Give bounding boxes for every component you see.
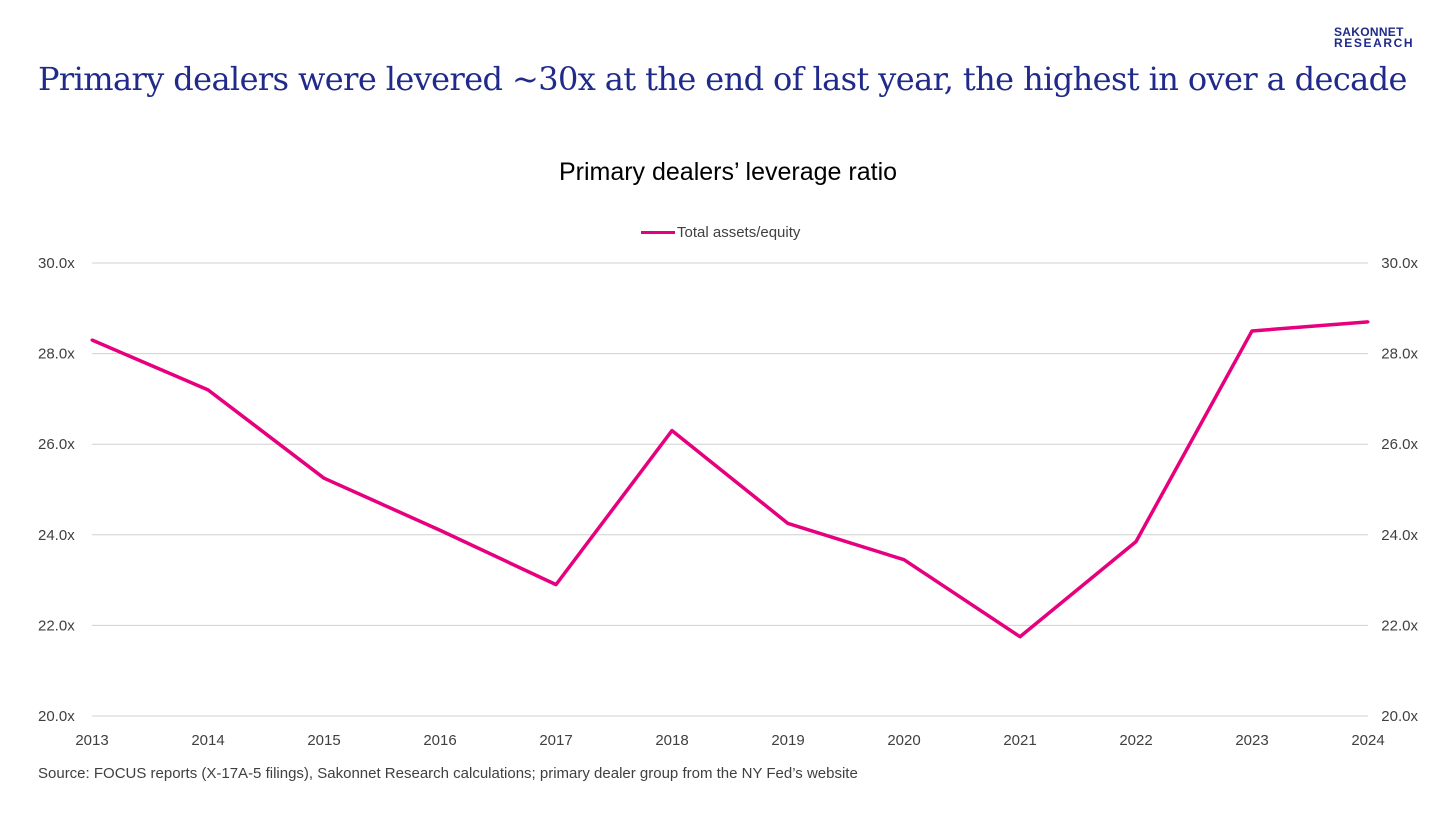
data-point bbox=[1250, 329, 1254, 333]
y-tick-label-left: 22.0x bbox=[38, 617, 75, 634]
x-tick-label: 2015 bbox=[307, 732, 340, 749]
y-tick-label-left: 26.0x bbox=[38, 436, 75, 453]
y-tick-label-left: 28.0x bbox=[38, 346, 75, 363]
x-tick-label: 2019 bbox=[771, 732, 804, 749]
logo-line2: RESEARCH bbox=[1334, 36, 1415, 50]
y-tick-label-right: 24.0x bbox=[1381, 527, 1418, 544]
data-point bbox=[1134, 540, 1138, 544]
data-point bbox=[1366, 320, 1370, 324]
y-tick-label-right: 20.0x bbox=[1381, 708, 1418, 725]
data-point bbox=[438, 528, 442, 532]
x-tick-label: 2018 bbox=[655, 732, 688, 749]
data-point bbox=[90, 338, 94, 342]
y-tick-label-right: 28.0x bbox=[1381, 346, 1418, 363]
chart-title: Primary dealers’ leverage ratio bbox=[558, 158, 898, 186]
x-tick-label: 2022 bbox=[1119, 732, 1152, 749]
y-tick-label-right: 22.0x bbox=[1381, 617, 1418, 634]
data-point bbox=[786, 521, 790, 525]
y-tick-label-right: 30.0x bbox=[1381, 255, 1418, 272]
x-tick-label: 2016 bbox=[423, 732, 456, 749]
x-tick-label: 2023 bbox=[1235, 732, 1268, 749]
data-point bbox=[206, 388, 210, 392]
y-tick-label-left: 24.0x bbox=[38, 527, 75, 544]
x-tick-label: 2020 bbox=[887, 732, 920, 749]
legend: Total assets/equity bbox=[641, 224, 800, 241]
logo-line1: SAKONNET bbox=[1334, 25, 1404, 39]
x-tick-label: 2017 bbox=[539, 732, 572, 749]
data-point bbox=[1018, 635, 1022, 639]
x-tick-label: 2024 bbox=[1351, 732, 1384, 749]
x-tick-label: 2014 bbox=[191, 732, 224, 749]
y-tick-label-left: 20.0x bbox=[38, 708, 75, 725]
source-note: Source: FOCUS reports (X-17A-5 filings),… bbox=[38, 765, 858, 782]
data-point bbox=[322, 476, 326, 480]
y-tick-label-left: 30.0x bbox=[38, 255, 75, 272]
headline: Primary dealers were levered ~30x at the… bbox=[38, 60, 1407, 98]
x-tick-label: 2013 bbox=[75, 732, 108, 749]
series-line bbox=[91, 320, 1369, 639]
legend-label: Total assets/equity bbox=[677, 224, 801, 241]
data-point bbox=[670, 429, 674, 433]
sakonnet-logo: SAKONNET RESEARCH bbox=[1334, 25, 1415, 50]
y-tick-label-right: 26.0x bbox=[1381, 436, 1418, 453]
data-point bbox=[554, 583, 558, 587]
data-point bbox=[902, 558, 906, 562]
legend-swatch bbox=[641, 231, 675, 234]
x-tick-label: 2021 bbox=[1003, 732, 1036, 749]
